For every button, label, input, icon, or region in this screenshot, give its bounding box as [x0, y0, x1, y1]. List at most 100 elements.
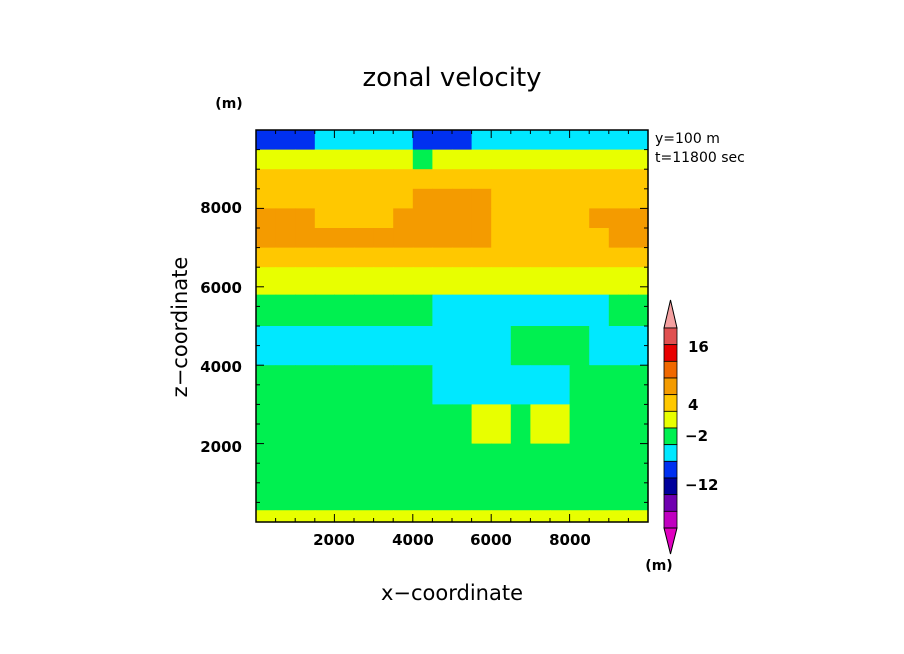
- field-cell: [550, 404, 571, 445]
- field-cell: [608, 267, 629, 296]
- field-cell: [491, 365, 512, 405]
- field-cell: [569, 267, 590, 296]
- field-cell: [530, 294, 551, 327]
- x-axis-label: x−coordinate: [381, 581, 523, 605]
- field-cell: [530, 443, 551, 484]
- x-tick-label: 4000: [392, 531, 434, 549]
- field-cell: [452, 294, 473, 327]
- field-cell: [295, 294, 316, 327]
- field-cell: [275, 510, 296, 523]
- field-cell: [354, 294, 375, 327]
- field-cell: [275, 365, 296, 405]
- field-cell: [452, 228, 473, 249]
- field-cell: [628, 326, 649, 366]
- colorbar-band: [663, 510, 678, 529]
- field-cell: [530, 208, 551, 229]
- field-cell: [510, 482, 531, 511]
- field-cell: [452, 365, 473, 405]
- field-cell: [471, 326, 492, 366]
- field-cell: [491, 267, 512, 296]
- field-cell: [432, 188, 453, 209]
- field-cell: [256, 228, 277, 249]
- field-cell: [510, 188, 531, 209]
- field-cell: [256, 365, 277, 405]
- field-cell: [373, 443, 394, 484]
- field-cell: [412, 443, 433, 484]
- field-cell: [412, 326, 433, 366]
- field-cell: [295, 188, 316, 209]
- field-cell: [275, 208, 296, 229]
- field-cell: [295, 130, 316, 151]
- y-tick-labels: 2000 4000 6000 8000: [200, 199, 242, 456]
- field-cell: [530, 404, 551, 445]
- field-cell: [412, 267, 433, 296]
- field-cell: [530, 228, 551, 249]
- field-cell: [373, 169, 394, 190]
- field-cell: [510, 169, 531, 190]
- field-cell: [471, 130, 492, 151]
- field-cell: [530, 149, 551, 170]
- field-cell: [432, 267, 453, 296]
- field-cell: [314, 228, 335, 249]
- field-cell: [393, 365, 414, 405]
- field-cell: [471, 267, 492, 296]
- colorbar: [663, 299, 678, 555]
- field-cell: [589, 294, 610, 327]
- field-cell: [589, 247, 610, 268]
- field-cell: [275, 326, 296, 366]
- field-cell: [530, 130, 551, 151]
- field-cell: [412, 294, 433, 327]
- field-cell: [569, 130, 590, 151]
- field-cell: [530, 326, 551, 366]
- field-cell: [608, 247, 629, 268]
- field-cell: [432, 228, 453, 249]
- field-cell: [608, 130, 629, 151]
- field-cell: [452, 404, 473, 445]
- colorbar-band: [663, 360, 678, 379]
- field-cell: [412, 130, 433, 151]
- field-cell: [334, 267, 355, 296]
- field-cell: [412, 169, 433, 190]
- field-cell: [256, 294, 277, 327]
- field-cell: [569, 326, 590, 366]
- field-cell: [569, 208, 590, 229]
- field-cell: [354, 188, 375, 209]
- field-cell: [393, 510, 414, 523]
- field-cell: [393, 443, 414, 484]
- field-cell: [334, 169, 355, 190]
- field-cell: [256, 247, 277, 268]
- field-cell: [510, 365, 531, 405]
- field-cell: [334, 247, 355, 268]
- field-cell: [373, 247, 394, 268]
- field-cell: [491, 443, 512, 484]
- field-cell: [354, 247, 375, 268]
- field-cell: [550, 443, 571, 484]
- field-cell: [256, 130, 277, 151]
- field-cell: [452, 188, 473, 209]
- field-cell: [530, 365, 551, 405]
- field-cell: [432, 326, 453, 366]
- x-tick-label: 6000: [470, 531, 512, 549]
- field-cell: [393, 294, 414, 327]
- field-cell: [452, 326, 473, 366]
- field-cell: [491, 247, 512, 268]
- field-cell: [452, 247, 473, 268]
- field-cell: [275, 169, 296, 190]
- field-cell: [275, 267, 296, 296]
- field-cell: [491, 510, 512, 523]
- y-axis-unit: (m): [215, 96, 242, 112]
- colorbar-band: [663, 477, 678, 496]
- field-cell: [275, 130, 296, 151]
- field-cell: [471, 482, 492, 511]
- field-cell: [295, 267, 316, 296]
- field-cell: [393, 404, 414, 445]
- field-cell: [256, 169, 277, 190]
- field-cell: [510, 443, 531, 484]
- field-cell: [471, 365, 492, 405]
- field-cell: [471, 247, 492, 268]
- field-cell: [569, 228, 590, 249]
- field-cell: [589, 443, 610, 484]
- field-cell: [608, 482, 629, 511]
- field-cell: [530, 188, 551, 209]
- field-cell: [628, 247, 649, 268]
